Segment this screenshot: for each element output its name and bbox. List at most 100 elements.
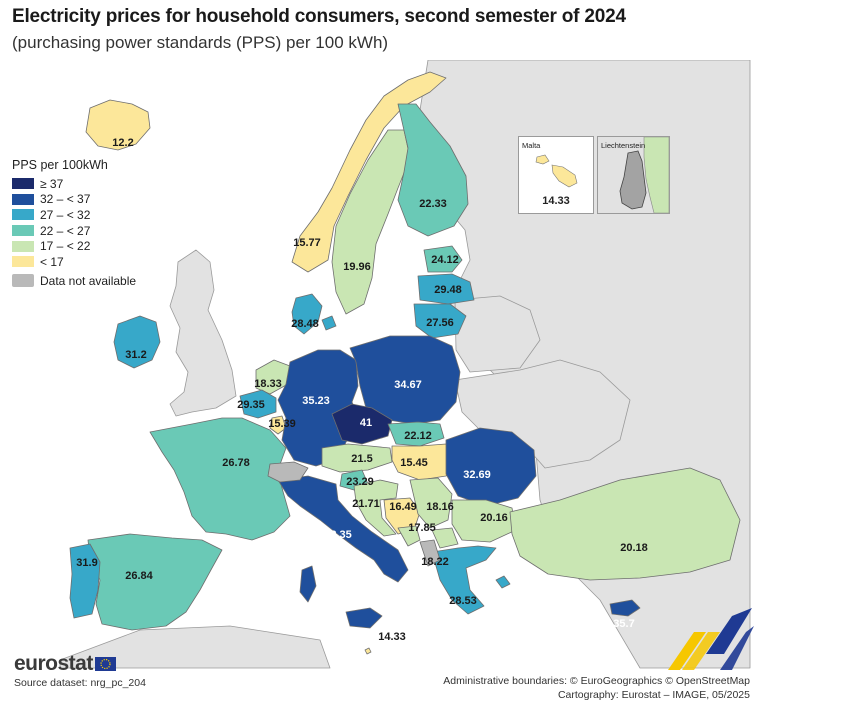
value-label-north-macedonia: 18.22 — [421, 556, 449, 568]
region-albania — [419, 539, 441, 567]
region-lithuania — [413, 303, 467, 339]
value-label-sweden: 19.96 — [343, 261, 371, 273]
legend-title: PPS per 100kWh — [12, 158, 108, 172]
value-label-romania: 32.69 — [463, 469, 491, 481]
map-area: 12.2 15.77 19.96 22.33 24.12 29.48 27.56 28.48 3… — [0, 60, 850, 670]
value-label-poland: 34.67 — [394, 379, 422, 391]
region-finland — [397, 103, 469, 237]
region-t-rkiye — [509, 467, 741, 581]
region-switzerland — [267, 461, 309, 483]
value-label-t-rkiye: 20.18 — [620, 542, 648, 554]
region-romania — [445, 427, 537, 507]
region-sweden — [331, 129, 411, 315]
value-label-estonia: 24.12 — [431, 254, 459, 266]
eu-flag-icon — [95, 657, 116, 671]
legend-item: ≥ 37 — [12, 176, 136, 192]
credits-boundaries: Administrative boundaries: © EuroGeograp… — [443, 675, 750, 687]
inset-malta: Malta 14.33 — [518, 136, 594, 214]
region-bulgaria — [451, 499, 517, 543]
legend-swatch — [12, 274, 34, 288]
legend-item: 27 – < 32 — [12, 207, 136, 223]
region-cyprus — [609, 599, 641, 617]
value-label-malta: 14.33 — [378, 631, 406, 643]
value-label-france: 26.78 — [222, 457, 250, 469]
legend-swatch — [12, 240, 34, 252]
legend-label: 32 – < 37 — [40, 192, 91, 207]
value-label-greece: 28.53 — [449, 595, 477, 607]
region-malta — [364, 647, 372, 655]
region-montenegro — [397, 525, 421, 547]
value-label-cyprus: 35.7 — [613, 618, 634, 630]
value-label-hungary: 15.45 — [400, 457, 428, 469]
value-label-germany: 35.23 — [302, 395, 330, 407]
legend-item: 32 – < 37 — [12, 192, 136, 208]
value-label-bulgaria: 20.16 — [480, 512, 508, 524]
value-label-croatia: 21.71 — [352, 498, 380, 510]
region-denmark — [291, 293, 323, 335]
value-label-latvia: 29.48 — [434, 284, 462, 296]
region-ireland — [113, 315, 161, 369]
bg-land-great-britain — [169, 249, 237, 417]
value-label-netherlands: 18.33 — [254, 378, 282, 390]
legend-item-not-available: Data not available — [12, 274, 136, 288]
eurostat-logo: eurostat — [14, 652, 93, 675]
legend-swatch — [12, 178, 34, 190]
value-label-portugal: 31.9 — [76, 557, 97, 569]
credits-cartography: Cartography: Eurostat – IMAGE, 05/2025 — [557, 689, 750, 701]
inset-label: Liechtenstein — [601, 141, 646, 150]
chart-subtitle: (purchasing power standards (PPS) per 10… — [12, 33, 389, 52]
region-greece-part — [495, 575, 511, 589]
region-belgium — [239, 389, 277, 419]
legend-swatch — [12, 193, 34, 205]
region-estonia — [423, 245, 463, 273]
value-label-slovenia: 23.29 — [346, 476, 374, 488]
europe-map: 12.2 15.77 19.96 22.33 24.12 29.48 27.56 28.48 3… — [59, 60, 751, 669]
value-label-austria: 21.5 — [351, 453, 372, 465]
value-label-lithuania: 27.56 — [426, 317, 454, 329]
value-label-norway: 15.77 — [293, 237, 321, 249]
eurostat-corner-logo-icon — [668, 608, 754, 670]
legend-item: 17 – < 22 — [12, 238, 136, 254]
region-luxembourg — [269, 415, 287, 435]
region-norway — [291, 71, 447, 273]
region-greece — [431, 545, 497, 615]
region-italy — [277, 475, 409, 583]
value-label-ireland: 31.2 — [125, 349, 146, 361]
inset-label: Malta — [522, 141, 541, 150]
region-france — [149, 417, 291, 541]
value-label-bosnia-and-herzegovina: 16.49 — [389, 501, 417, 513]
map-legend: PPS per 100kWh ≥ 37 32 – < 37 27 – < 32 22 … — [12, 158, 136, 288]
inset-value: 14.33 — [542, 195, 570, 207]
bg-land-ukraine — [454, 359, 631, 469]
region-spain — [87, 533, 223, 631]
source-dataset: Source dataset: nrg_pc_204 — [14, 677, 146, 689]
legend-label: ≥ 37 — [40, 176, 64, 191]
region-slovakia — [387, 421, 445, 447]
region-serbia — [409, 477, 453, 529]
liechtenstein-shape — [598, 137, 669, 213]
value-label-slovakia: 22.12 — [404, 430, 432, 442]
value-label-czechia: 41 — [360, 417, 372, 429]
legend-swatch — [12, 256, 34, 268]
inset-liechtenstein: Liechtenstein — [597, 136, 670, 214]
chart-title: Electricity prices for household consume… — [12, 6, 626, 27]
legend-swatch — [12, 209, 34, 221]
region-denmark-part — [321, 315, 337, 331]
value-label-italy: 32.35 — [324, 529, 352, 541]
region-italy-part — [345, 607, 383, 629]
legend-item: < 17 — [12, 254, 136, 270]
value-label-spain: 26.84 — [125, 570, 153, 582]
value-label-belgium: 29.35 — [237, 399, 265, 411]
value-label-montenegro: 17.85 — [408, 522, 436, 534]
region-north-macedonia — [431, 527, 459, 549]
region-portugal — [69, 543, 101, 619]
legend-label: 22 – < 27 — [40, 223, 91, 238]
value-label-iceland: 12.2 — [112, 137, 133, 149]
region-poland — [349, 335, 461, 425]
legend-label: < 17 — [40, 254, 64, 269]
malta-shape — [535, 154, 578, 188]
legend-item: 22 – < 27 — [12, 223, 136, 239]
bg-land-belarus — [454, 295, 541, 373]
value-label-finland: 22.33 — [419, 198, 447, 210]
legend-label: 27 – < 32 — [40, 207, 91, 222]
